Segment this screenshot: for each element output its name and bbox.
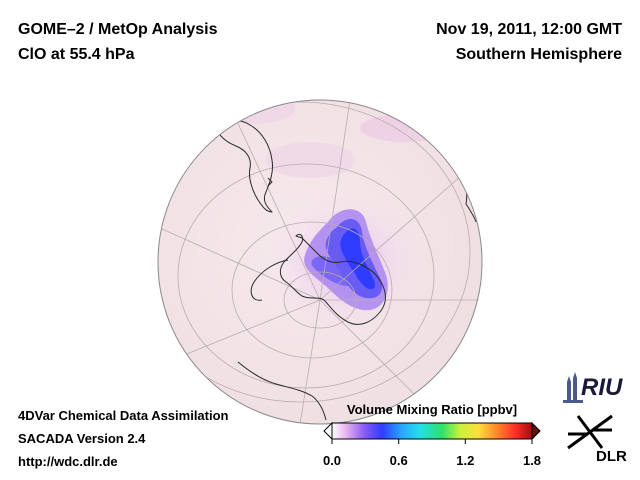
- coast-antarctic-peninsula: [250, 259, 289, 301]
- colorbar-min-arrow: [323, 421, 333, 441]
- footer-url[interactable]: http://wdc.dlr.de: [18, 454, 118, 469]
- colorbar: [323, 421, 541, 444]
- footer-block: 4DVar Chemical Data Assimilation SACADA …: [18, 404, 229, 473]
- coast-antarctica: [279, 233, 386, 325]
- title-instrument: GOME–2 / MetOp Analysis: [18, 21, 218, 38]
- colorbar-gradient: [331, 422, 533, 440]
- clo-patch-central: [265, 142, 355, 178]
- colorbar-tick-label: 1.2: [456, 453, 475, 468]
- footer-version: SACADA Version 2.4: [18, 431, 146, 446]
- dlr-logo-text: DLR: [596, 448, 627, 465]
- riu-emblem-icon: [563, 372, 583, 403]
- colorbar-tick-label: 1.8: [522, 453, 542, 468]
- clo-patch-north: [360, 114, 450, 142]
- graticule: [158, 100, 480, 424]
- colorbar-tick-label: 0.0: [322, 453, 342, 468]
- clo-patch-northwest: [215, 100, 295, 124]
- globe-outline: [157, 99, 483, 425]
- coast-northwest: [199, 115, 219, 123]
- title-block: GOME–2 / MetOp Analysis ClO at 55.4 hPa: [18, 17, 217, 67]
- colorbar-tick-marks: [331, 439, 533, 444]
- dlr-emblem-icon: [567, 414, 613, 450]
- coast-falklands: [267, 177, 273, 187]
- colorbar-title: Volume Mixing Ratio [ppbv]: [346, 402, 518, 417]
- colorbar-max-arrow: [531, 421, 541, 441]
- footer-method: 4DVar Chemical Data Assimilation: [18, 408, 229, 423]
- clo-vortex-arm: [311, 256, 357, 286]
- riu-logo: RIU: [563, 372, 629, 406]
- title-species: ClO at 55.4 hPa: [18, 46, 135, 63]
- clo-vortex-core: [340, 228, 376, 290]
- dlr-logo: DLR: [562, 412, 627, 468]
- date-block: Nov 19, 2011, 12:00 GMT Southern Hemisph…: [436, 17, 622, 67]
- colorbar-tick-label: 0.6: [389, 453, 408, 468]
- coast-south-america: [214, 120, 273, 213]
- coast-australia: [237, 361, 327, 421]
- date-label: Nov 19, 2011, 12:00 GMT: [436, 21, 622, 38]
- region-label: Southern Hemisphere: [455, 46, 622, 63]
- riu-logo-text: RIU: [581, 374, 623, 401]
